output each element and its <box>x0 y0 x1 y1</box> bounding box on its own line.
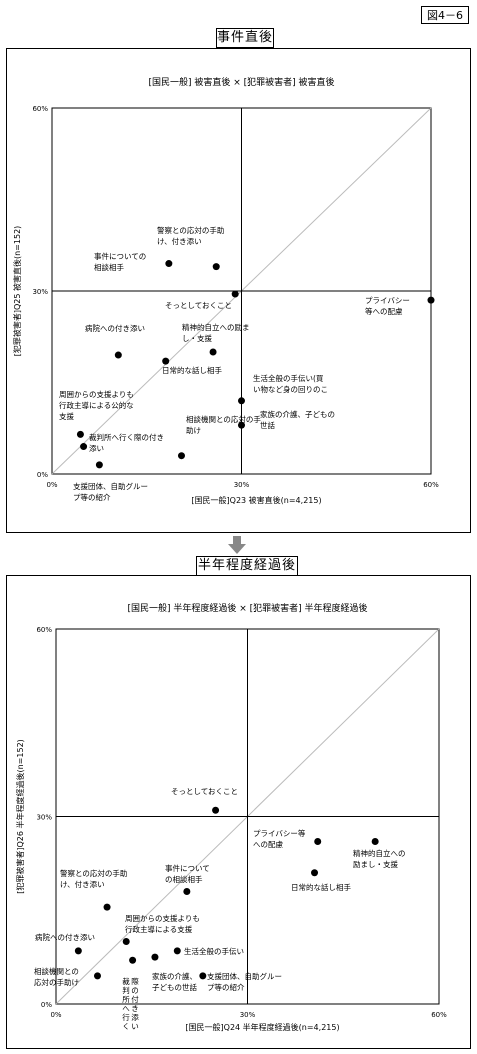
x-tick-label: 30% <box>240 1011 256 1019</box>
y-tick-label: 30% <box>36 814 52 822</box>
point-label: そっとしておくこと <box>171 787 238 796</box>
section-title-immediate: 事件直後 <box>216 28 274 48</box>
point-label: 事件についての相談相手 <box>94 251 146 272</box>
data-point <box>122 938 130 945</box>
point-label: 支援団体、自助グループ等の紹介 <box>73 481 148 502</box>
point-label: 警察との応対の手助け、付き添い <box>157 225 224 246</box>
data-point <box>427 296 435 304</box>
scatter-panel-immediate: [国民一般] 被害直後 × [犯罪被害者] 被害直後 0% 0% 30% 30% 60% 6… <box>6 48 471 533</box>
point-label: 裁判所へ行く際の付き添い <box>89 432 164 453</box>
data-point <box>114 351 122 359</box>
point-label: 警察との応対の手助け、付き添い <box>60 868 127 889</box>
point-label: 周囲からの支援よりも行政主導による公的な支援 <box>59 389 134 421</box>
point-label: プライバシー等への配慮 <box>365 296 410 316</box>
point-label: プライバシー等への配慮 <box>253 828 306 849</box>
point-label: 病院への付き添い <box>35 932 95 942</box>
x-tick-label: 0% <box>46 481 57 489</box>
point-label: 裁判所へ行く際の付き添い <box>122 976 139 1031</box>
data-point <box>76 430 84 438</box>
point-label: 生活全般の手伝い(買い物など身の回りのこ <box>253 373 328 394</box>
point-label: 相談機関との応対の手助け <box>34 966 79 987</box>
point-label: 事件についての相談相手 <box>165 863 210 884</box>
data-point <box>165 260 173 268</box>
point-label: 生活全般の手伝い <box>184 946 244 956</box>
data-point <box>231 290 239 298</box>
data-point <box>238 421 245 429</box>
chart-title-immediate: [国民一般] 被害直後 × [犯罪被害者] 被害直後 <box>148 76 334 88</box>
point-label: 日常的な話し相手 <box>291 882 351 892</box>
data-point <box>151 953 159 961</box>
data-point <box>177 452 185 460</box>
y-tick-label: 0% <box>41 1001 52 1009</box>
y-tick-label: 0% <box>37 471 48 479</box>
data-point <box>74 947 82 955</box>
data-point <box>212 263 220 271</box>
point-label: 家族の介護、子どもの世話 <box>260 409 335 430</box>
y-tick-label: 60% <box>36 626 52 634</box>
down-arrow-icon <box>228 536 246 554</box>
point-label: 家族の介護、子どもの世話 <box>152 971 197 992</box>
data-point <box>212 806 220 814</box>
x-axis-label: [国民一般]Q24 半年程度経過後(n=4,215) <box>185 1022 339 1032</box>
scatter-chart-six-months: [国民一般] 半年程度経過後 × [犯罪被害者] 半年程度経過後 0% 0% 30% 3… <box>15 602 447 1032</box>
figure-label: 図4－6 <box>421 6 469 24</box>
y-axis-label: [犯罪被害者]Q26 半年程度経過後(n=152) <box>15 739 25 894</box>
section-title-six-months: 半年程度経過後 <box>196 556 298 576</box>
x-axis-label: [国民一般]Q23 被害直後(n=4,215) <box>191 495 321 505</box>
x-tick-label: 60% <box>431 1011 447 1019</box>
data-point <box>173 947 181 955</box>
x-tick-label: 0% <box>50 1011 61 1019</box>
scatter-chart-immediate: [国民一般] 被害直後 × [犯罪被害者] 被害直後 0% 0% 30% 30% 60% 6… <box>12 76 439 505</box>
point-label: 病院への付き添い <box>85 323 145 333</box>
x-tick-label: 60% <box>423 481 439 489</box>
scatter-panel-six-months: [国民一般] 半年程度経過後 × [犯罪被害者] 半年程度経過後 0% 0% 30% 3… <box>6 575 471 1049</box>
y-tick-label: 60% <box>32 105 48 113</box>
data-point <box>162 357 170 365</box>
data-point <box>95 461 103 469</box>
data-point <box>80 443 88 451</box>
point-label: 支援団体、自助グループ等の紹介 <box>207 971 282 992</box>
data-point <box>238 397 245 405</box>
data-point <box>209 348 217 356</box>
data-point <box>93 972 101 980</box>
point-label: 精神的自立への励まし・支援 <box>353 848 406 869</box>
point-label: そっとしておくこと <box>165 301 232 310</box>
point-label: 精神的自立への励まし・支援 <box>182 322 250 343</box>
y-axis-label: [犯罪被害者]Q25 被害直後(n=152) <box>12 226 22 357</box>
y-tick-label: 30% <box>32 288 48 296</box>
point-label: 日常的な話し相手 <box>162 365 222 375</box>
x-tick-label: 30% <box>234 481 250 489</box>
data-point <box>103 903 111 911</box>
data-point <box>199 972 207 980</box>
data-point <box>183 888 191 895</box>
point-label: 相談機関との応対の手助け <box>186 414 261 435</box>
data-point <box>129 956 137 964</box>
chart-title-six-months: [国民一般] 半年程度経過後 × [犯罪被害者] 半年程度経過後 <box>127 602 367 614</box>
data-point <box>314 838 322 845</box>
data-point <box>371 838 379 845</box>
data-point <box>311 869 319 877</box>
point-label: 周囲からの支援よりも行政主導による支援 <box>125 913 200 934</box>
